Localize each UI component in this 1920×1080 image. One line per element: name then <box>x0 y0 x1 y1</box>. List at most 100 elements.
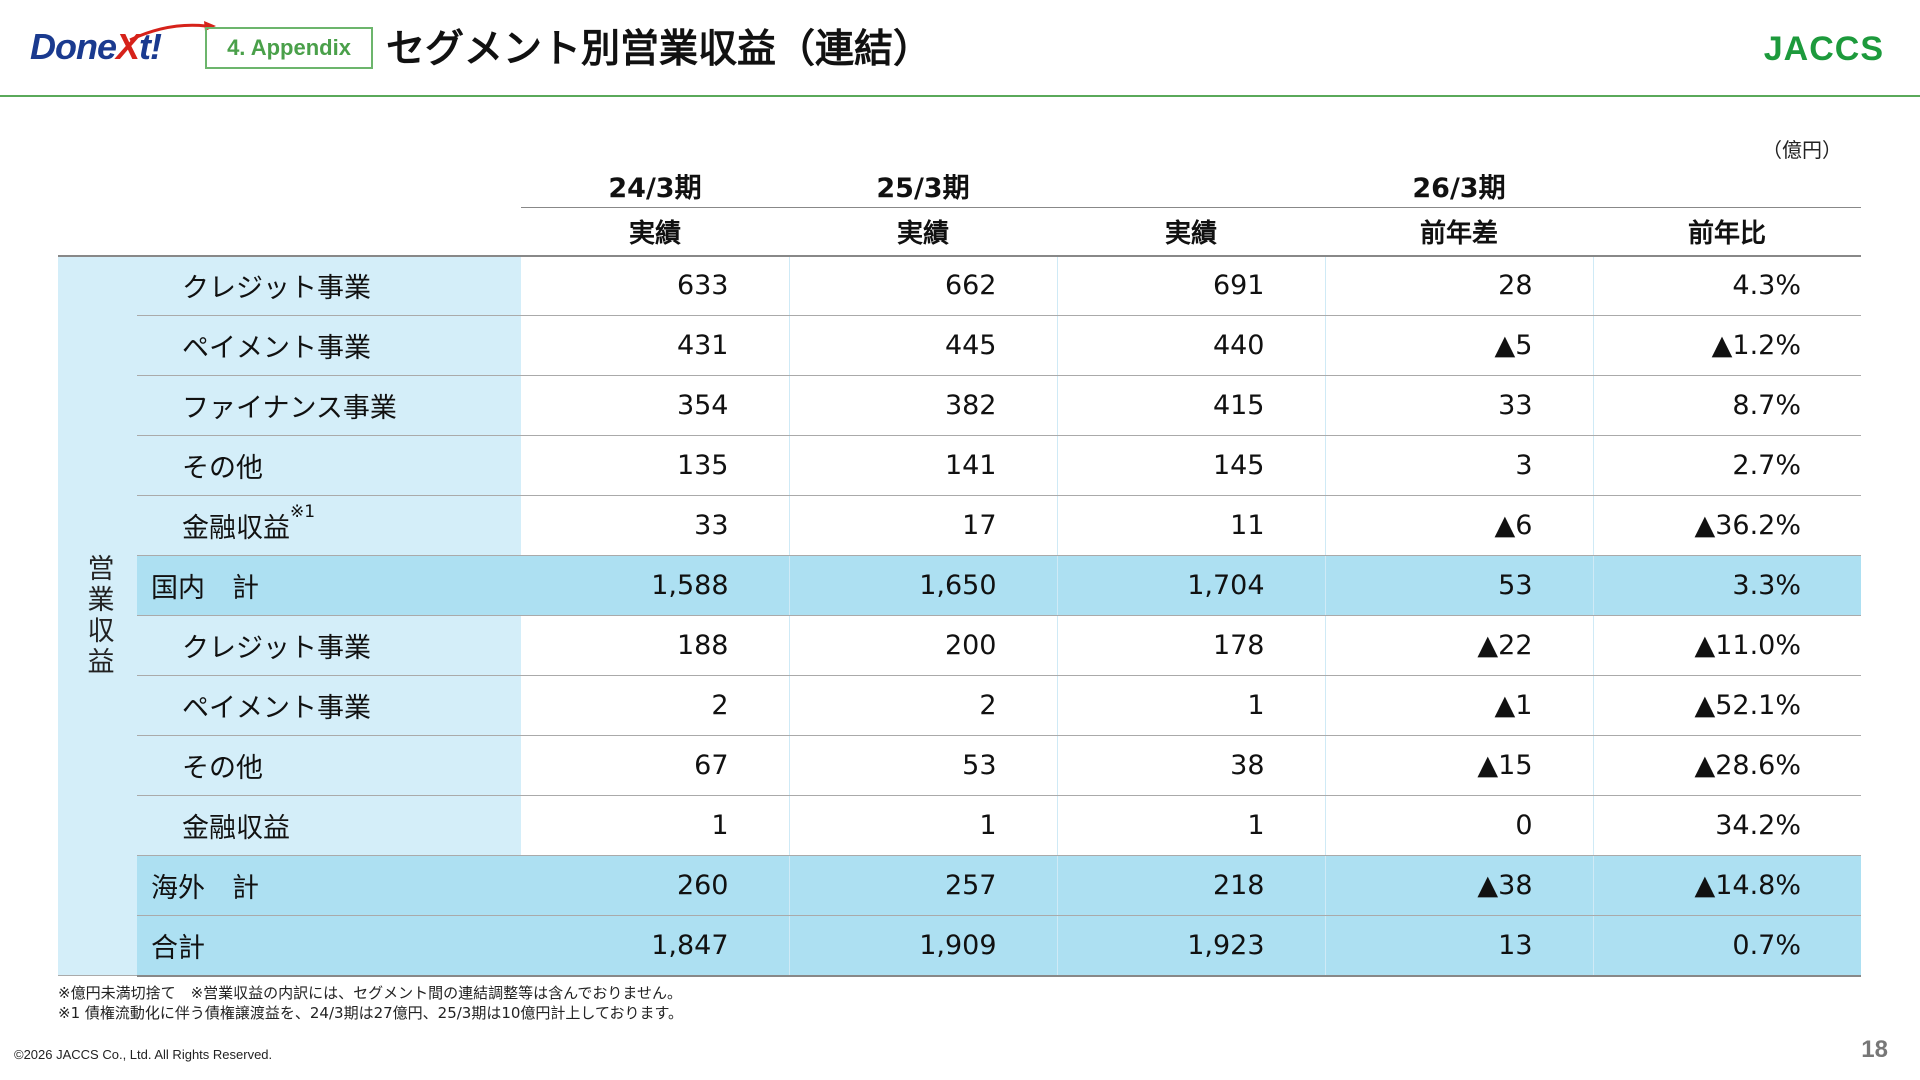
cell-value: 2.7% <box>1592 435 1861 496</box>
copyright: ©2026 JACCS Co., Ltd. All Rights Reserve… <box>14 1047 273 1062</box>
cell-value: 188 <box>521 615 789 676</box>
cell-value: 662 <box>788 255 1057 316</box>
cell-value: 11 <box>1056 495 1325 556</box>
cell-value: 0 <box>1324 795 1593 856</box>
cell-value: 260 <box>521 855 789 916</box>
row-label: ペイメント事業 <box>137 675 521 736</box>
cell-value: 1,847 <box>521 915 789 977</box>
footnote-marker: ※1 <box>290 502 316 522</box>
unit-label: （億円） <box>1762 138 1842 162</box>
subheader-yoy-ratio: 前年比 <box>1593 207 1861 257</box>
row-label: 合計 <box>137 915 521 977</box>
row-label-text: ペイメント事業 <box>182 693 371 724</box>
cell-value: 13 <box>1324 915 1593 977</box>
table-row: 営業収益 クレジット事業 633 662 691 28 4.3% <box>58 255 1861 976</box>
cell-value: 17 <box>788 495 1057 556</box>
cell-value: 415 <box>1056 375 1325 436</box>
row-label: ペイメント事業 <box>137 315 521 376</box>
cell-value: ▲1.2% <box>1592 315 1861 376</box>
cell-value: ▲38 <box>1324 855 1593 916</box>
cell-value: 33 <box>1324 375 1593 436</box>
row-label-text: 国内 計 <box>151 573 259 604</box>
cell-value: ▲5 <box>1324 315 1593 376</box>
table-row: ペイメント事業 2 2 1 ▲1 ▲52.1% <box>58 675 1861 736</box>
donext-logo: DoneXt! <box>30 21 216 72</box>
cell-value: 691 <box>1056 255 1325 316</box>
cell-value: 28 <box>1324 255 1593 316</box>
cell-value: ▲15 <box>1324 735 1593 796</box>
row-label-text: クレジット事業 <box>182 273 371 305</box>
cell-value: 34.2% <box>1592 795 1861 856</box>
period-25-3: 25/3期 <box>876 173 970 204</box>
row-label: その他 <box>137 435 521 496</box>
period-24-3: 24/3期 <box>608 173 702 204</box>
cell-value: 1 <box>1056 795 1325 856</box>
cell-value: 178 <box>1056 615 1325 676</box>
cell-value: 67 <box>521 735 789 796</box>
row-label: クレジット事業 <box>137 255 521 316</box>
row-label: クレジット事業 <box>137 615 521 676</box>
period-26-3: 26/3期 <box>1412 173 1506 204</box>
row-label: 金融収益※1 <box>137 495 521 556</box>
row-label-text: 海外 計 <box>151 873 259 904</box>
footnotes: ※億円未満切捨て ※営業収益の内訳には、セグメント間の連結調整等は含んでおりませ… <box>58 983 683 1023</box>
cell-value: 1,650 <box>788 555 1057 616</box>
cell-value: ▲6 <box>1324 495 1593 556</box>
cell-value: 200 <box>788 615 1057 676</box>
table-row: クレジット事業 188 200 178 ▲22 ▲11.0% <box>58 615 1861 676</box>
subheader-actual-25: 実績 <box>789 207 1057 257</box>
cell-value: 218 <box>1056 855 1325 916</box>
cell-value: 2 <box>521 675 789 736</box>
row-label-text: ファイナンス事業 <box>182 393 397 424</box>
cell-value: 1,909 <box>788 915 1057 977</box>
footnote-1: ※億円未満切捨て ※営業収益の内訳には、セグメント間の連結調整等は含んでおりませ… <box>58 984 682 1002</box>
row-label: 国内 計 <box>137 555 521 616</box>
cell-value: 135 <box>521 435 789 496</box>
row-label: ファイナンス事業 <box>137 375 521 436</box>
row-label-text: クレジット事業 <box>182 633 371 664</box>
cell-value: 141 <box>788 435 1057 496</box>
cell-value: ▲36.2% <box>1592 495 1861 556</box>
cell-value: 1 <box>521 795 789 856</box>
footnote-2: ※1 債権流動化に伴う債権譲渡益を、24/3期は27億円、25/3期は10億円計… <box>58 1004 684 1022</box>
row-label-text: その他 <box>182 753 263 784</box>
row-label: 金融収益 <box>137 795 521 856</box>
subheader-actual-26: 実績 <box>1057 207 1325 257</box>
cell-value: ▲11.0% <box>1592 615 1861 676</box>
cell-value: 633 <box>521 255 789 316</box>
subtotal-row: 国内 計 1,588 1,650 1,704 53 3.3% <box>58 555 1861 616</box>
table-row: ファイナンス事業 354 382 415 33 8.7% <box>58 375 1861 436</box>
table-row: 金融収益※1 33 17 11 ▲6 ▲36.2% <box>58 495 1861 556</box>
cell-value: ▲14.8% <box>1592 855 1861 916</box>
jaccs-logo: JACCS <box>1763 30 1884 68</box>
total-row: 合計 1,847 1,909 1,923 13 0.7% <box>58 915 1861 977</box>
cell-value: 53 <box>1324 555 1593 616</box>
period-header-row: 24/3期 25/3期 26/3期 <box>58 166 1861 208</box>
cell-value: 4.3% <box>1592 255 1861 316</box>
cell-value: 445 <box>788 315 1057 376</box>
subheader-row: 実績 実績 実績 前年差 前年比 <box>58 207 1861 257</box>
cell-value: ▲52.1% <box>1592 675 1861 736</box>
cell-value: 431 <box>521 315 789 376</box>
cell-value: 3.3% <box>1592 555 1861 616</box>
row-label: 海外 計 <box>137 855 521 916</box>
segment-revenue-table: 24/3期 25/3期 26/3期 実績 実績 実績 前年差 前年比 営業収益ク… <box>58 166 1861 977</box>
row-label-text: ペイメント事業 <box>182 333 371 364</box>
cell-value: 354 <box>521 375 789 436</box>
cell-value: 145 <box>1056 435 1325 496</box>
cell-value: ▲1 <box>1324 675 1593 736</box>
cell-value: 382 <box>788 375 1057 436</box>
cell-value: 440 <box>1056 315 1325 376</box>
row-label-text: 金融収益 <box>182 813 290 844</box>
subheader-yoy-diff: 前年差 <box>1325 207 1593 257</box>
cell-value: 2 <box>788 675 1057 736</box>
cell-value: 1,704 <box>1056 555 1325 616</box>
header: DoneXt! 4. Appendix セグメント別営業収益（連結） JACCS <box>0 0 1920 97</box>
cell-value: 1,588 <box>521 555 789 616</box>
cell-value: ▲22 <box>1324 615 1593 676</box>
row-label: その他 <box>137 735 521 796</box>
cell-value: 38 <box>1056 735 1325 796</box>
cell-value: 1,923 <box>1056 915 1325 977</box>
row-label-text: 合計 <box>151 932 205 964</box>
table-row: ペイメント事業 431 445 440 ▲5 ▲1.2% <box>58 315 1861 376</box>
